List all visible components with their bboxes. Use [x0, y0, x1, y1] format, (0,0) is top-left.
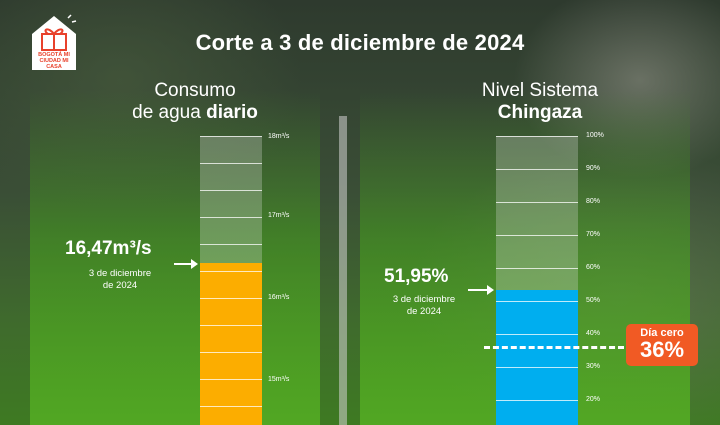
gauge-line	[200, 136, 262, 137]
page-title: Corte a 3 de diciembre de 2024	[195, 30, 525, 55]
gauge-line	[200, 244, 262, 245]
gauge-line	[200, 406, 262, 407]
consumption-title: Consumo de agua diario	[100, 80, 290, 124]
chingaza-date: 3 de diciembre de 2024	[392, 294, 456, 317]
background-glow-left	[30, 90, 320, 425]
tick-label-18: 18m³/s	[268, 133, 290, 140]
gauge-line	[496, 202, 578, 203]
chingaza-pointer-arrow	[468, 285, 494, 295]
tick-label-60: 60%	[586, 264, 601, 271]
tick-label-90: 90%	[586, 165, 601, 172]
dia-cero-threshold-line	[484, 346, 624, 349]
consumption-gauge	[200, 136, 262, 425]
consumption-pointer-arrow	[174, 259, 198, 269]
chingaza-gauge-fill	[496, 290, 578, 425]
gauge-line	[496, 400, 578, 401]
chingaza-title: Nivel Sistema Chingaza	[445, 80, 635, 124]
tick-label-20: 20%	[586, 396, 601, 403]
gauge-line	[200, 298, 262, 299]
gauge-line	[496, 268, 578, 269]
gauge-line	[496, 136, 578, 137]
tick-label-30: 30%	[586, 363, 601, 370]
gauge-line	[496, 169, 578, 170]
logo-text: BOGOTÁ MI CIUDAD MI CASA	[38, 52, 70, 70]
tick-label-50: 50%	[586, 297, 601, 304]
gauge-line	[200, 271, 262, 272]
chingaza-title-line2: Chingaza	[497, 102, 583, 123]
gauge-line	[200, 217, 262, 218]
consumption-title-line1: Consumo	[154, 80, 236, 101]
tick-label-70: 70%	[586, 231, 601, 238]
panel-divider	[339, 116, 347, 425]
gauge-line	[496, 301, 578, 302]
dia-cero-badge: Día cero 36%	[626, 324, 698, 366]
consumption-gauge-fill	[200, 263, 262, 425]
gauge-line	[200, 325, 262, 326]
gauge-line	[200, 163, 262, 164]
gauge-line	[200, 190, 262, 191]
chingaza-title-line1: Nivel Sistema	[481, 80, 599, 101]
dia-cero-label: Día cero	[640, 327, 684, 339]
bogota-logo: BOGOTÁ MI CIUDAD MI CASA	[28, 12, 80, 72]
gauge-line	[496, 367, 578, 368]
chingaza-value: 51,95%	[384, 266, 449, 287]
gauge-line	[496, 334, 578, 335]
consumption-title-line2: de agua diario	[132, 102, 258, 123]
tick-label-100: 100%	[586, 132, 604, 139]
tick-label-17: 17m³/s	[268, 212, 290, 219]
consumption-value: 16,47m³/s	[65, 238, 152, 259]
gift-house-icon	[32, 14, 77, 70]
gauge-line	[200, 379, 262, 380]
chingaza-gauge	[496, 136, 578, 425]
tick-label-15: 15m³/s	[268, 376, 290, 383]
tick-label-80: 80%	[586, 198, 601, 205]
consumption-date: 3 de diciembre de 2024	[88, 268, 152, 291]
gauge-line	[200, 352, 262, 353]
tick-label-40: 40%	[586, 330, 601, 337]
tick-label-16: 16m³/s	[268, 294, 290, 301]
gauge-line	[496, 235, 578, 236]
dia-cero-value: 36%	[639, 337, 685, 362]
